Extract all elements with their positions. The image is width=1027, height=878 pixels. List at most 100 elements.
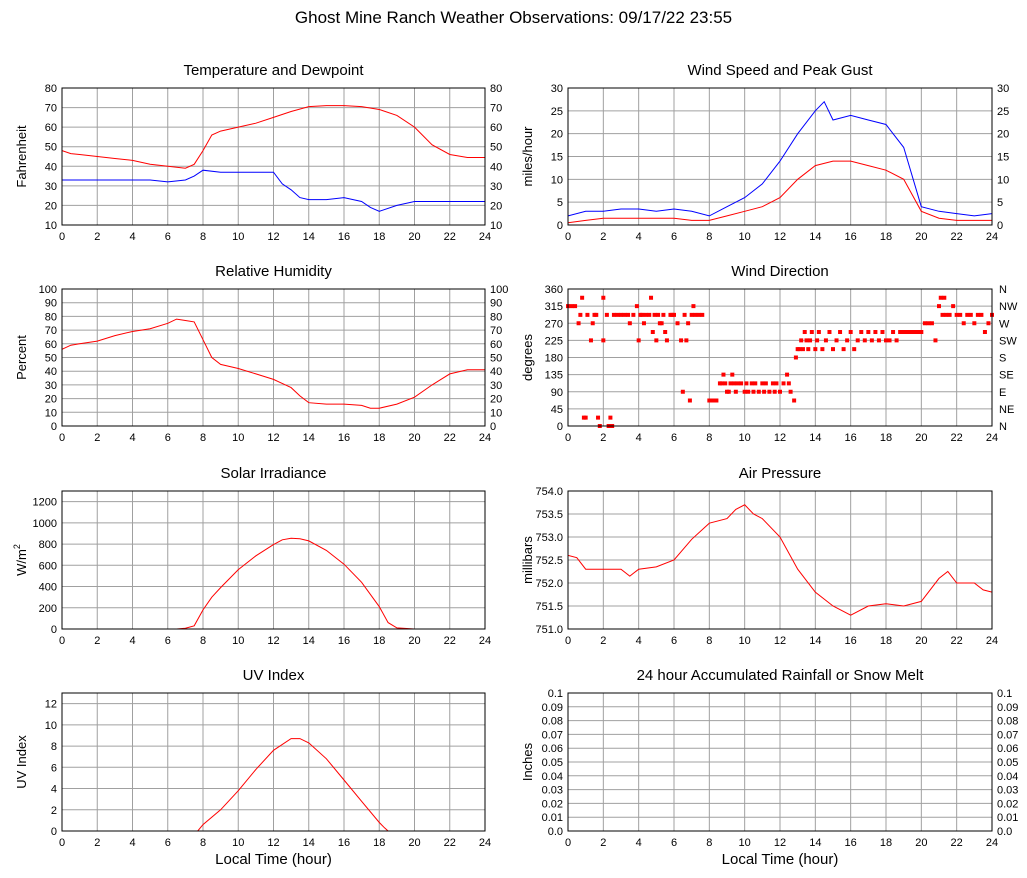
uv-xtick-label: 24 bbox=[479, 837, 491, 849]
wdir-point bbox=[756, 389, 761, 394]
wdir-point bbox=[588, 338, 593, 343]
temp-ytick-label-right: 30 bbox=[490, 181, 502, 193]
rh-ytick-label: 60 bbox=[45, 339, 57, 351]
rh-ytick-label: 30 bbox=[45, 380, 57, 392]
wdir-compass-label: N bbox=[999, 284, 1007, 296]
wdir-point bbox=[696, 312, 701, 317]
temp-series-1-line bbox=[62, 169, 485, 212]
wind-ytick-label: 15 bbox=[551, 152, 563, 164]
rain-xtick-label: 4 bbox=[636, 837, 642, 849]
wind-ytick-label-right: 10 bbox=[997, 174, 1009, 186]
wdir-point bbox=[663, 330, 668, 335]
wdir-point bbox=[774, 381, 779, 386]
rain-ytick-label-right: 0.01 bbox=[997, 812, 1018, 824]
wdir-point bbox=[901, 330, 906, 335]
wdir-ytick-label: 45 bbox=[551, 404, 563, 416]
wdir-point bbox=[664, 338, 669, 343]
wind-xtick-label: 14 bbox=[809, 231, 821, 243]
rain-ytick-label: 0.08 bbox=[542, 716, 563, 728]
wdir-point bbox=[922, 321, 927, 326]
wdir-point bbox=[816, 330, 821, 335]
wdir-point bbox=[786, 381, 791, 386]
rh-xtick-label: 14 bbox=[303, 432, 315, 444]
wdir-point bbox=[947, 312, 952, 317]
wdir-xtick-label: 8 bbox=[706, 432, 712, 444]
solar-xtick-label: 18 bbox=[373, 635, 385, 647]
solar-xtick-label: 20 bbox=[408, 635, 420, 647]
wdir-ytick-label: 315 bbox=[545, 301, 563, 313]
wdir-point bbox=[649, 295, 654, 300]
uv-xtick-label: 6 bbox=[165, 837, 171, 849]
wind-ytick-label: 30 bbox=[551, 83, 563, 95]
rh-xtick-label: 24 bbox=[479, 432, 491, 444]
rain-xtick-label: 6 bbox=[671, 837, 677, 849]
rh-ytick-label: 10 bbox=[45, 407, 57, 419]
wdir-point bbox=[841, 347, 846, 352]
wdir-point bbox=[615, 312, 620, 317]
wdir-point bbox=[905, 330, 910, 335]
rain-title: 24 hour Accumulated Rainfall or Snow Mel… bbox=[637, 667, 925, 684]
pressure-ytick-label: 751.0 bbox=[535, 624, 563, 636]
wdir-point bbox=[601, 295, 606, 300]
pressure-ytick-label: 752.0 bbox=[535, 578, 563, 590]
rain-ytick-label: 0.06 bbox=[542, 743, 563, 755]
wdir-point bbox=[982, 330, 987, 335]
wdir-point bbox=[684, 338, 689, 343]
wdir-point bbox=[772, 389, 777, 394]
wdir-compass-label: SE bbox=[999, 370, 1014, 382]
wdir-point bbox=[831, 347, 835, 352]
wdir-point bbox=[659, 321, 664, 326]
wdir-xtick-label: 2 bbox=[600, 432, 606, 444]
wdir-point bbox=[926, 321, 931, 326]
temp-ytick-label-right: 50 bbox=[490, 142, 502, 154]
rain-ytick-label: 0.07 bbox=[542, 729, 563, 741]
rain-ytick-label: 0.01 bbox=[542, 812, 563, 824]
rain-xtick-label: 0 bbox=[565, 837, 571, 849]
wdir-point bbox=[583, 415, 588, 420]
wdir-point bbox=[650, 330, 655, 335]
wind-xtick-label: 12 bbox=[774, 231, 786, 243]
wdir-point bbox=[578, 312, 583, 317]
wind-ytick-label: 0 bbox=[557, 220, 563, 232]
wdir-xtick-label: 24 bbox=[986, 432, 998, 444]
wdir-plot-frame bbox=[567, 288, 993, 427]
wdir-point bbox=[908, 330, 913, 335]
wdir-point bbox=[933, 338, 938, 343]
temp-plot-frame bbox=[61, 87, 486, 226]
wdir-point bbox=[887, 338, 892, 343]
wdir-point bbox=[643, 312, 648, 317]
temp-ytick-label-right: 80 bbox=[490, 83, 502, 95]
wdir-compass-label: W bbox=[999, 318, 1010, 330]
wdir-point bbox=[680, 389, 685, 394]
wdir-point bbox=[753, 381, 758, 386]
pressure-series-0-line bbox=[568, 504, 992, 616]
uv-ytick-label: 10 bbox=[45, 720, 57, 732]
solar-ytick-label: 0 bbox=[51, 624, 57, 636]
wdir-point bbox=[619, 312, 623, 317]
solar-ylabel: W/m2 bbox=[12, 544, 29, 576]
pressure-xtick-label: 0 bbox=[565, 635, 571, 647]
temp-ytick-label: 70 bbox=[45, 103, 57, 115]
wdir-point bbox=[802, 330, 807, 335]
wdir-point bbox=[590, 321, 595, 326]
rain-chart: 24 hour Accumulated Rainfall or Snow Mel… bbox=[520, 667, 1018, 868]
rh-ytick-label-right: 80 bbox=[490, 311, 502, 323]
solar-ytick-label: 800 bbox=[39, 539, 57, 551]
wdir-point bbox=[739, 381, 744, 386]
rh-ytick-label: 50 bbox=[45, 353, 57, 365]
wdir-point bbox=[751, 389, 756, 394]
rh-xtick-label: 4 bbox=[129, 432, 135, 444]
wdir-point bbox=[652, 312, 657, 317]
wdir-point bbox=[627, 321, 632, 326]
temp-xtick-label: 12 bbox=[267, 231, 279, 243]
uv-ytick-label: 4 bbox=[51, 784, 57, 796]
wdir-point bbox=[636, 338, 641, 343]
wdir-point bbox=[944, 312, 949, 317]
wdir-xtick-label: 16 bbox=[845, 432, 857, 444]
wdir-point bbox=[968, 312, 973, 317]
wind-ytick-label-right: 0 bbox=[997, 220, 1003, 232]
wdir-point bbox=[693, 312, 698, 317]
wdir-ylabel: degrees bbox=[520, 334, 535, 381]
